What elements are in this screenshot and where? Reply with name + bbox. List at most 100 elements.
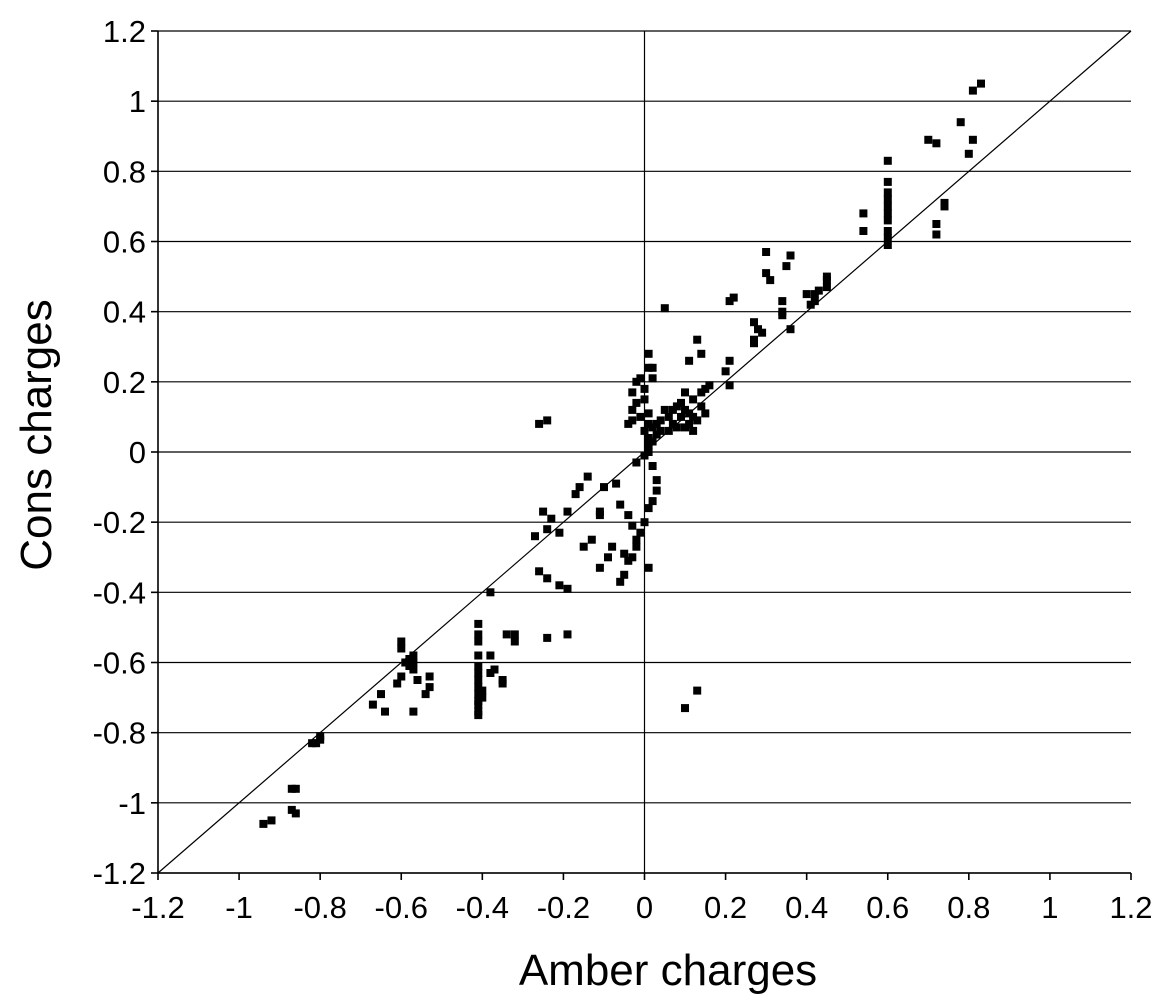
data-point (563, 584, 572, 593)
data-point (632, 535, 641, 544)
data-point (786, 325, 795, 334)
data-point (381, 707, 389, 716)
x-tick-label: -0.2 (537, 890, 590, 925)
data-point (583, 472, 592, 481)
y-tick-label: 0.6 (103, 225, 146, 260)
data-point (543, 416, 552, 425)
data-point (681, 388, 689, 397)
data-point (859, 209, 868, 218)
data-point (267, 816, 276, 825)
data-point (405, 655, 414, 663)
data-point (664, 426, 673, 435)
data-point (474, 711, 483, 720)
data-point (563, 630, 572, 639)
data-point (685, 356, 694, 365)
data-point (932, 139, 941, 148)
data-point (543, 525, 552, 534)
x-tick-labels: -1.2 -1 -0.8 -0.6 -0.4 -0.2 0 0.2 0.4 0.6 0.8 1 1.2 (131, 890, 1152, 925)
y-tick-label: 0.8 (103, 154, 146, 189)
data-point (547, 514, 556, 523)
data-point (640, 426, 649, 435)
y-axis-title: Cons charges (12, 299, 61, 570)
data-point (802, 290, 811, 299)
y-tick-label: 1 (129, 84, 146, 119)
data-point (725, 356, 734, 365)
data-point (640, 384, 649, 393)
data-point (628, 388, 637, 397)
data-point (964, 149, 973, 158)
data-point (883, 209, 892, 218)
data-point (640, 451, 649, 460)
data-point (640, 395, 649, 404)
data-point (750, 318, 758, 327)
data-point (806, 300, 815, 309)
data-point (681, 704, 689, 713)
x-tick-label: 0.8 (947, 890, 990, 925)
y-tick-label: -0.2 (93, 505, 146, 540)
data-point (652, 476, 661, 485)
data-points (259, 79, 985, 828)
y-tick-label: 0.2 (103, 365, 146, 400)
data-point (822, 283, 831, 292)
data-point (644, 448, 653, 456)
data-point (677, 412, 685, 421)
data-point (563, 507, 572, 516)
data-point (883, 227, 892, 235)
data-point (579, 542, 588, 551)
data-point (474, 700, 483, 709)
data-point (660, 304, 669, 313)
data-point (705, 381, 714, 390)
data-point (397, 637, 406, 646)
x-tick-label: 0.2 (704, 890, 747, 925)
data-point (308, 739, 317, 748)
data-point (401, 658, 410, 667)
data-point (758, 328, 767, 337)
data-point (932, 230, 941, 239)
data-point (535, 567, 544, 576)
data-point (632, 398, 641, 407)
data-point (397, 644, 406, 653)
data-point (968, 86, 977, 95)
data-point (555, 528, 564, 537)
data-point (368, 700, 377, 709)
y-tick-label: 1.2 (103, 14, 146, 49)
data-point (644, 349, 653, 358)
data-point (883, 216, 892, 225)
data-point (409, 707, 418, 716)
data-point (644, 563, 653, 572)
data-point (750, 339, 758, 348)
data-point (883, 195, 892, 204)
data-point (689, 395, 698, 404)
data-point (510, 637, 519, 646)
data-point (859, 227, 868, 235)
data-point (478, 693, 487, 702)
data-point (940, 202, 949, 211)
data-point (883, 156, 892, 165)
data-point (883, 177, 892, 186)
data-point (729, 293, 738, 302)
data-point (421, 690, 430, 699)
data-point (474, 637, 483, 646)
data-point (632, 458, 641, 467)
data-point (377, 690, 385, 699)
data-point (575, 483, 584, 492)
x-tick-label: 1 (1041, 890, 1058, 925)
y-tick-label: -0.8 (93, 716, 146, 751)
data-point (924, 135, 933, 144)
x-tick-label: 0.4 (785, 890, 828, 925)
data-point (474, 619, 483, 628)
data-point (539, 507, 548, 516)
data-point (425, 683, 434, 692)
x-tick-label: -0.4 (456, 890, 509, 925)
data-point (624, 556, 633, 565)
data-point (648, 462, 657, 470)
data-point (977, 79, 985, 88)
data-point (778, 297, 787, 306)
data-point (608, 542, 617, 551)
data-point (660, 405, 669, 414)
data-point (721, 367, 730, 376)
data-point (725, 297, 734, 306)
data-point (531, 532, 539, 541)
data-point (636, 412, 645, 421)
